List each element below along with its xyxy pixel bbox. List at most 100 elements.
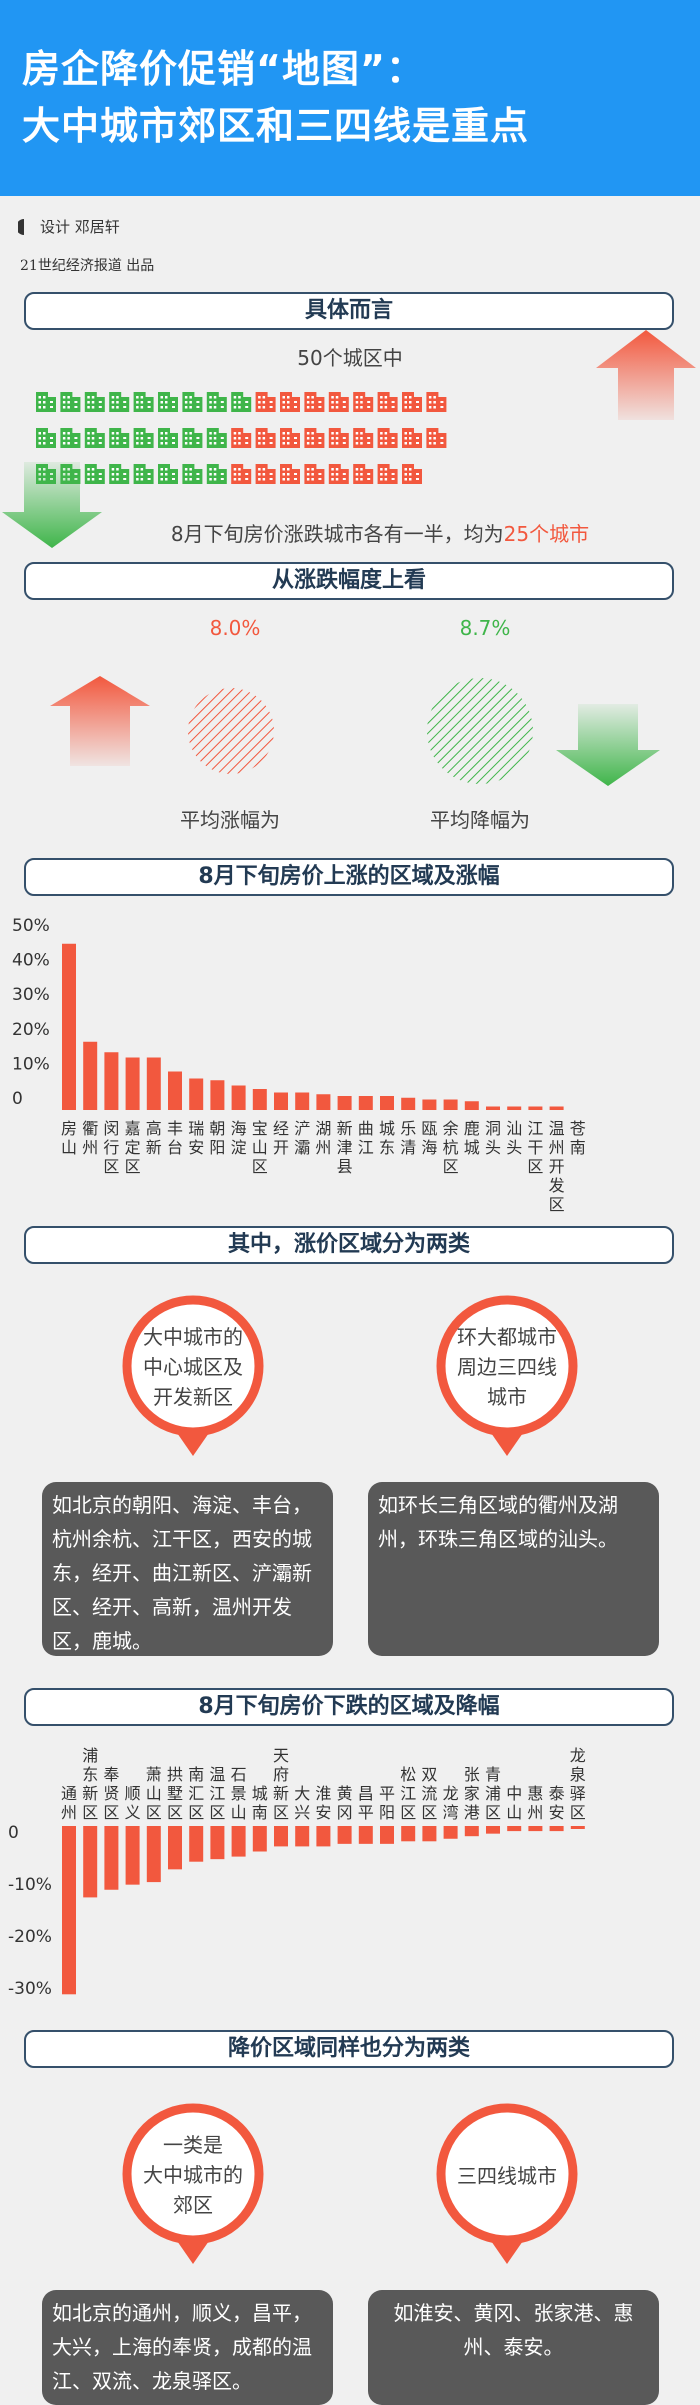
fall-category-label: 双流区 (421, 1765, 437, 1822)
fall-bar (125, 1826, 140, 1885)
fall-category-label: 通州 (61, 1784, 77, 1822)
fall-y-tick: -30% (8, 1979, 52, 1999)
fall-category-label: 张家港 (464, 1765, 480, 1822)
down-arrow-icon (2, 462, 102, 548)
fall-category-label: 浦东新区 (82, 1746, 98, 1822)
rise-type-a-examples: 如北京的朝阳、海淀、丰台，杭州余杭、江干区，西安的城东，经开、曲江新区、浐灞新区… (42, 1482, 333, 1656)
building-icon (231, 428, 252, 448)
rise-category-label: 乐清 (400, 1119, 416, 1157)
rise-arrow-icon (50, 676, 150, 766)
rise-bar (83, 1041, 98, 1110)
rise-category-label: 经开 (273, 1119, 289, 1157)
building-icon (133, 464, 154, 484)
rise-category-label: 房山 (61, 1119, 77, 1157)
rise-bar (443, 1099, 458, 1110)
fall-bar (486, 1826, 500, 1834)
fall-category-label: 昌平 (358, 1784, 374, 1822)
rise-type-b-examples: 如环长三角区域的衢州及湖州，环珠三角区域的汕头。 (368, 1482, 659, 1656)
fall-category-label: 天府新区 (273, 1746, 289, 1822)
fall-types-heading: 降价区域同样也分为两类 (24, 2030, 674, 2068)
buildings-grid (36, 392, 447, 484)
rise-category-label: 浐灞 (294, 1119, 310, 1157)
rise-bar (380, 1096, 394, 1110)
fall-bar (62, 1826, 76, 1995)
building-icon (255, 428, 276, 448)
rise-bar (62, 943, 76, 1110)
rise-hatched-circle (188, 688, 274, 774)
rise-bar (422, 1099, 437, 1110)
rise-category-label: 朝阳 (209, 1119, 225, 1157)
avg-rise-value: 8.0% (209, 616, 261, 640)
fall-bar (401, 1826, 416, 1842)
fall-bar (83, 1826, 98, 1898)
fall-type-b-examples: 如淮安、黄冈、张家港、惠州、泰安。 (368, 2290, 659, 2405)
rise-type-b-bubble (436, 1295, 578, 1456)
building-icon (353, 464, 374, 484)
rise-bar (507, 1106, 522, 1110)
building-icon (280, 428, 300, 448)
building-icon (402, 428, 422, 448)
building-icon (84, 392, 105, 412)
building-icon (133, 428, 154, 448)
rise-category-label: 温州开发区 (549, 1119, 565, 1214)
building-icon (36, 392, 56, 412)
building-icon (231, 392, 252, 412)
building-icon (182, 392, 203, 412)
building-icon (206, 392, 227, 412)
page-title-line2: 大中城市郊区和三四线是重点 (22, 104, 530, 148)
rise-type-a-line1: 大中城市的 (143, 1325, 243, 1349)
building-icon (353, 428, 374, 448)
avg-rise-label: 平均涨幅为 (180, 808, 280, 832)
building-icon (231, 464, 252, 484)
building-icon (377, 392, 398, 412)
building-icon (84, 428, 105, 448)
rise-y-tick: 10% (12, 1054, 50, 1074)
fall-category-label: 顺义 (125, 1784, 141, 1822)
building-icon (158, 464, 178, 484)
rise-category-label: 苍南 (570, 1119, 586, 1157)
fall-bar (549, 1826, 564, 1832)
rise-category-label: 汕头 (506, 1119, 522, 1157)
district-count-label: 50个城区中 (297, 346, 403, 370)
fall-category-label: 大兴 (294, 1784, 310, 1822)
rise-bar (486, 1106, 500, 1110)
rise-category-label: 余杭区 (443, 1119, 459, 1176)
rise-bar-chart: 50% 40% 30% 20% 10% 0 房山衢州闵行区嘉定区高新丰台瑞安朝阳海淀宝山区经… (12, 916, 586, 1214)
rise-category-label: 衢州 (82, 1119, 98, 1157)
fall-bar (443, 1826, 458, 1839)
rise-bar (337, 1096, 352, 1110)
building-icon (426, 392, 447, 412)
fall-category-label: 平阳 (379, 1784, 395, 1822)
fall-y-tick: -10% (8, 1875, 52, 1895)
rise-category-label: 嘉定区 (125, 1119, 141, 1176)
rise-types-heading: 其中，涨价区域分为两类 (24, 1226, 674, 1264)
building-icon (206, 428, 227, 448)
rise-type-b-label: 环大都城市 周边三四线 城市 (427, 1322, 587, 1412)
rise-type-b-line2: 周边三四线 (457, 1355, 557, 1379)
rise-type-a-line3: 开发新区 (153, 1385, 233, 1409)
building-icon (255, 392, 276, 412)
rise-category-label: 宝山区 (252, 1119, 268, 1176)
building-icon (60, 392, 81, 412)
fall-bar (422, 1826, 437, 1842)
fall-bar (316, 1826, 331, 1847)
fall-bar (189, 1826, 204, 1862)
fall-category-label: 拱墅区 (167, 1765, 183, 1822)
rise-bar (274, 1092, 288, 1110)
rise-category-label: 丰台 (167, 1119, 183, 1157)
rise-category-label: 瓯海 (421, 1119, 437, 1157)
fall-y-tick: 0 (8, 1823, 19, 1843)
fall-category-label: 惠州 (527, 1784, 543, 1822)
rise-bar (295, 1092, 310, 1110)
rise-type-a-line2: 中心城区及 (143, 1355, 243, 1379)
building-icon (328, 464, 349, 484)
rise-bar (104, 1052, 119, 1110)
rise-y-tick: 30% (12, 985, 50, 1005)
building-icon (426, 428, 447, 448)
fall-bar (295, 1826, 310, 1847)
rise-bar (252, 1089, 267, 1110)
building-icon (402, 464, 422, 484)
fall-category-label: 奉贤区 (103, 1765, 119, 1822)
rise-y-tick: 40% (12, 951, 50, 971)
fall-bar (337, 1826, 352, 1844)
